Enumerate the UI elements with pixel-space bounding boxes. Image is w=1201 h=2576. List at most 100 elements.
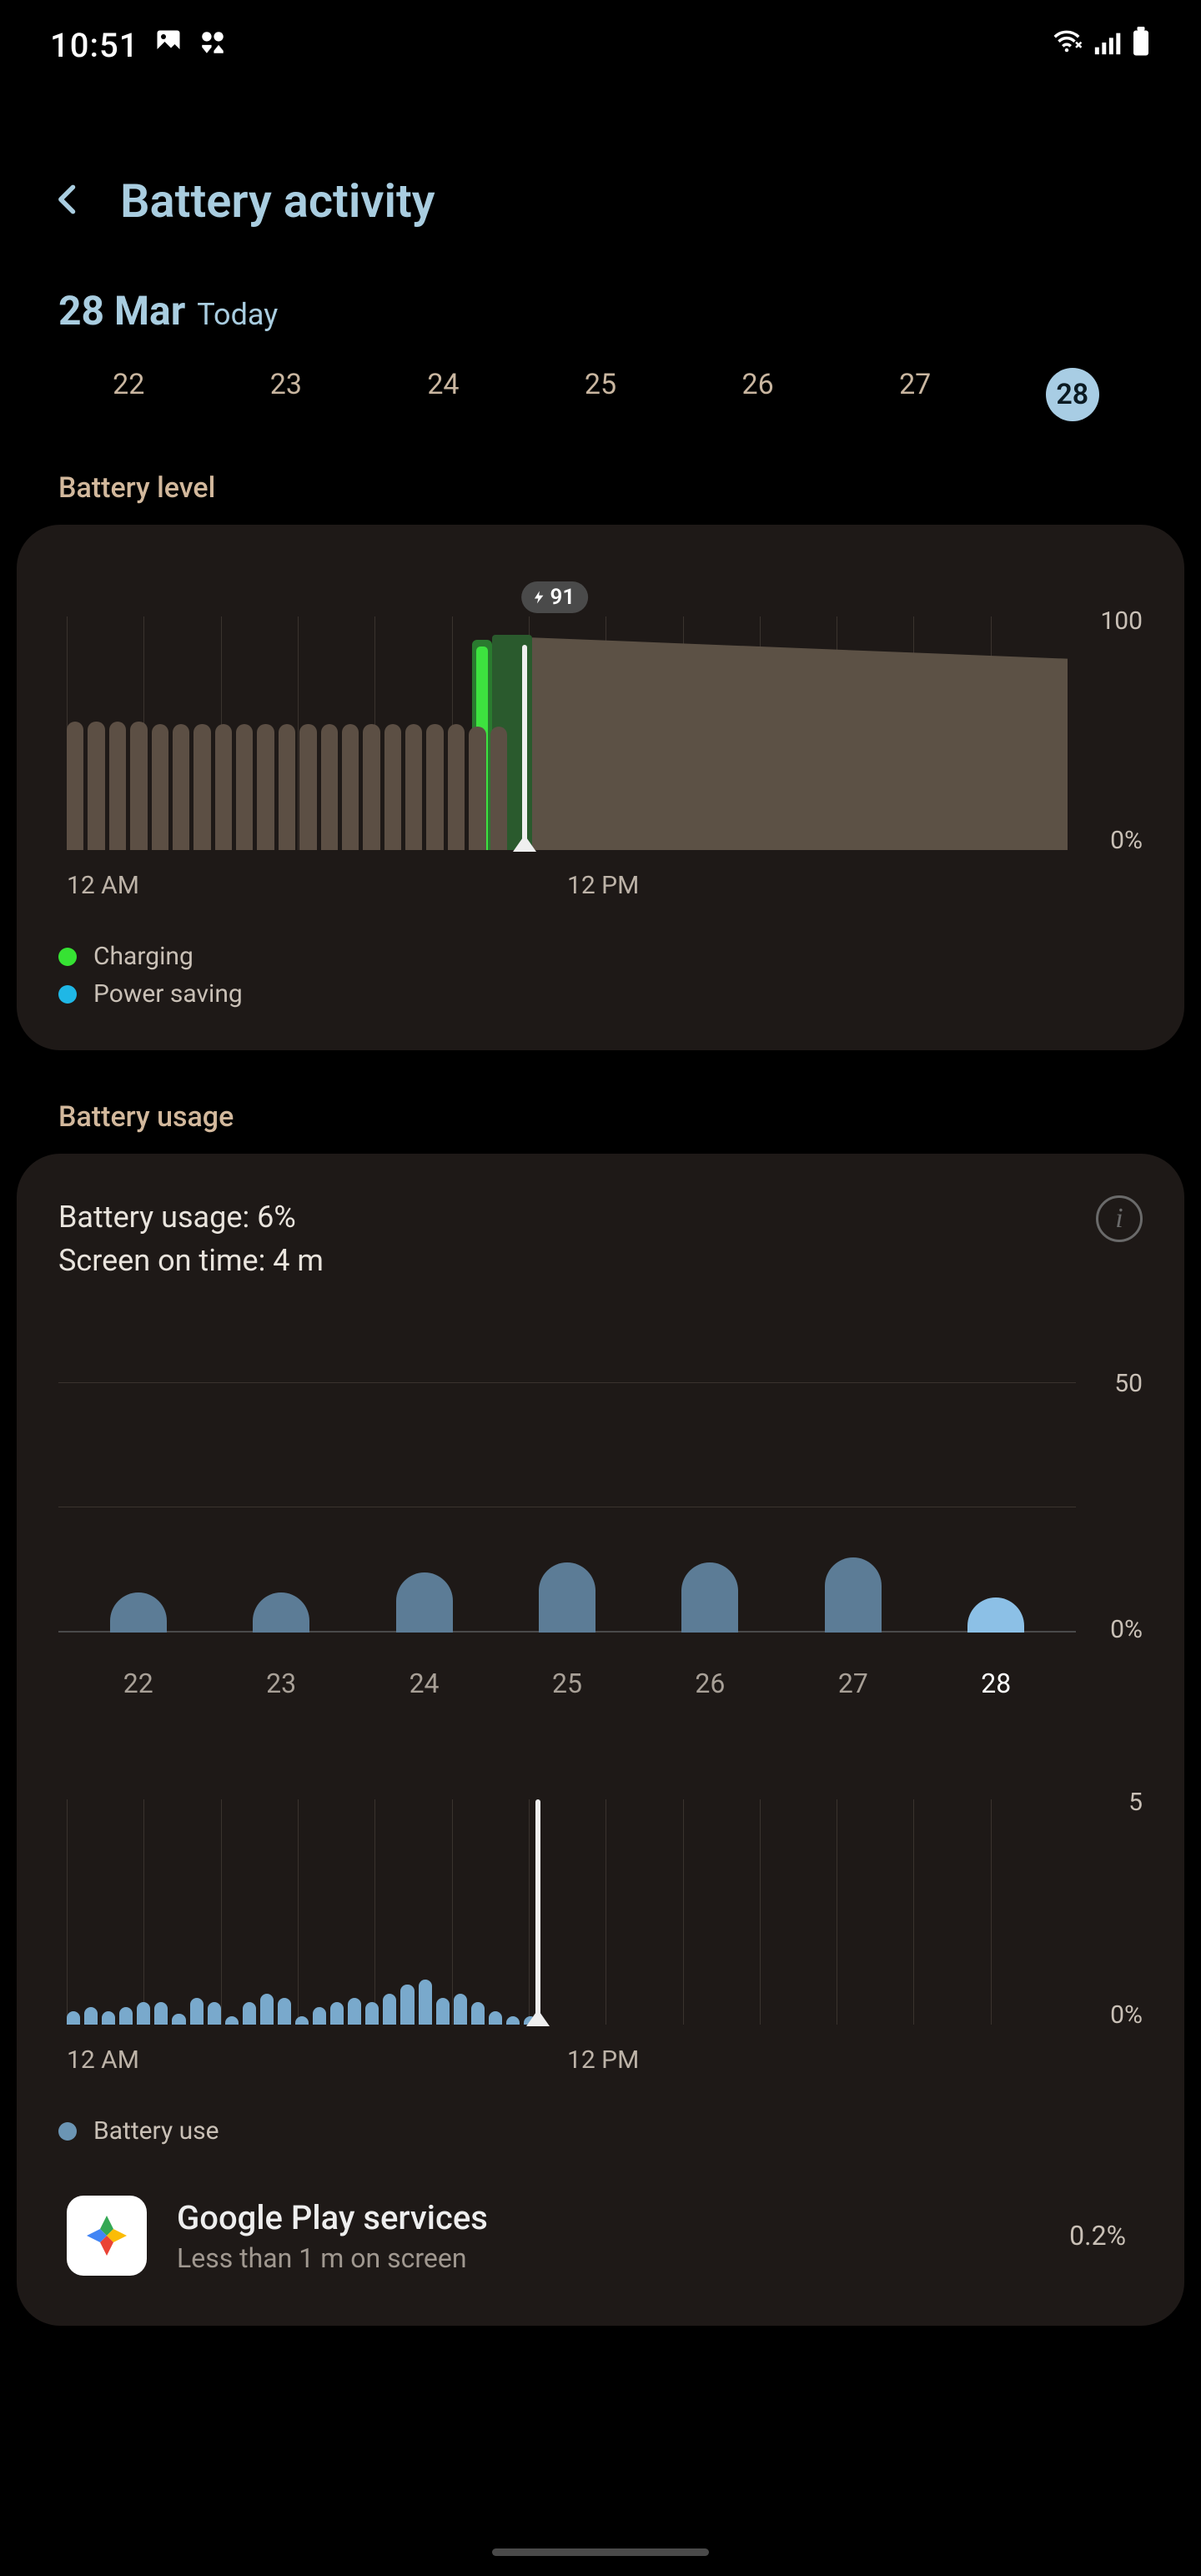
history-bar: [173, 724, 189, 850]
battery-usage-pct: Battery usage: 6%: [58, 1195, 324, 1239]
history-bar: [88, 722, 104, 850]
hour-bar: [489, 2011, 502, 2025]
app-name: Google Play services: [177, 2198, 1039, 2237]
nav-gesture-hint: [492, 2548, 709, 2556]
battery-icon: [1131, 26, 1151, 65]
history-bar: [321, 724, 338, 850]
history-bar: [405, 724, 422, 850]
app-icon-play-services: [67, 2196, 147, 2276]
week-ylabel-50: 50: [1114, 1369, 1143, 1398]
hour-bar: [137, 2002, 150, 2025]
week-bar-23[interactable]: [209, 1557, 352, 1633]
history-bar: [384, 724, 401, 850]
legend-label-battery-use: Battery use: [93, 2116, 219, 2146]
x-axis-labels: 12 AM 12 PM: [67, 871, 1068, 900]
status-bar: 10:51: [0, 0, 1201, 73]
ylabel-0: 0%: [1110, 826, 1143, 855]
week-bar-24[interactable]: [353, 1557, 495, 1633]
week-bar-28[interactable]: [925, 1557, 1068, 1633]
hour-bar: [119, 2007, 133, 2025]
battery-level-card: 100 0% 91 12 AM 12 PM Charging: [17, 525, 1184, 1050]
hour-bar: [225, 2016, 239, 2025]
signal-icon: [1093, 26, 1121, 65]
app-usage-pct: 0.2%: [1069, 2220, 1126, 2251]
hour-bar: [313, 2007, 326, 2025]
section-title-battery-usage: Battery usage: [0, 1100, 1201, 1154]
xlabel-12am: 12 AM: [67, 871, 567, 900]
history-bar: [363, 724, 379, 850]
status-time: 10:51: [50, 26, 138, 65]
day-pill-28[interactable]: 28: [993, 368, 1151, 421]
week-bar-25[interactable]: [495, 1557, 638, 1633]
legend-dot-charging: [58, 948, 77, 966]
day-pill-26[interactable]: 26: [679, 368, 837, 421]
hour-bar: [172, 2014, 185, 2025]
date-main: 28 Mar: [58, 287, 185, 335]
hour-bar: [348, 1998, 361, 2025]
hour-bar: [471, 2002, 485, 2025]
hour-bar: [506, 2016, 520, 2025]
weekly-usage-chart: 50 0% 22232425262728: [58, 1382, 1143, 1699]
history-bar: [67, 722, 83, 850]
hour-bar: [436, 1998, 450, 2025]
history-bar: [448, 724, 465, 850]
projected-area: [532, 637, 1068, 850]
battery-level-chart: 100 0% 91 12 AM 12 PM: [58, 591, 1143, 900]
hour-xlabel-12pm: 12 PM: [567, 2045, 1068, 2075]
hour-bar: [365, 2002, 379, 2025]
week-label-24: 24: [353, 1668, 495, 1699]
history-bar: [342, 724, 359, 850]
history-bar: [469, 727, 485, 850]
hour-bar: [260, 1994, 274, 2025]
hour-bar: [419, 1980, 432, 2025]
back-button[interactable]: [50, 181, 87, 221]
week-ylabel-0: 0%: [1110, 1615, 1143, 1644]
history-bar: [279, 724, 295, 850]
history-bar: [109, 722, 126, 850]
hour-now-marker: [535, 1799, 540, 2025]
week-label-22: 22: [67, 1668, 209, 1699]
page-title: Battery activity: [120, 174, 435, 229]
hour-ylabel-5: 5: [1128, 1788, 1143, 1817]
history-bar: [236, 724, 253, 850]
hour-bar: [154, 2002, 168, 2025]
week-bar-22[interactable]: [67, 1557, 209, 1633]
date-heading: 28 Mar Today: [0, 287, 1201, 368]
history-bars: [67, 616, 507, 850]
day-pill-23[interactable]: 23: [208, 368, 365, 421]
day-pill-25[interactable]: 25: [522, 368, 680, 421]
photos-icon: [153, 26, 183, 65]
week-bar-27[interactable]: [781, 1557, 924, 1633]
date-sub: Today: [197, 297, 278, 332]
hour-bar: [383, 1994, 396, 2025]
hour-bar: [295, 2016, 309, 2025]
legend: Charging Power saving: [58, 942, 1143, 1009]
week-bar-26[interactable]: [639, 1557, 781, 1633]
day-selector: 22232425262728: [0, 368, 1201, 471]
hour-ylabel-0: 0%: [1110, 2000, 1143, 2030]
header: Battery activity: [0, 73, 1201, 287]
day-pill-27[interactable]: 27: [837, 368, 994, 421]
hour-xlabel-12am: 12 AM: [67, 2045, 567, 2075]
week-label-26: 26: [639, 1668, 781, 1699]
hourly-usage-chart: 5 0% 12 AM 12 PM: [58, 1766, 1143, 2075]
legend-label-charging: Charging: [93, 942, 193, 971]
week-label-23: 23: [209, 1668, 352, 1699]
day-pill-22[interactable]: 22: [50, 368, 208, 421]
ylabel-100: 100: [1100, 606, 1143, 636]
week-label-27: 27: [781, 1668, 924, 1699]
day-pill-24[interactable]: 24: [364, 368, 522, 421]
wifi-icon: [1051, 25, 1083, 65]
marker-value: 91: [550, 585, 575, 610]
history-bar: [215, 724, 232, 850]
history-bar: [152, 724, 168, 850]
legend-dot-battery-use: [58, 2122, 77, 2141]
history-bar: [426, 724, 443, 850]
legend-battery-use: Battery use: [58, 2116, 1143, 2146]
hour-bar: [330, 2002, 344, 2025]
hour-bar: [400, 1985, 414, 2025]
app-usage-row[interactable]: Google Play services Less than 1 m on sc…: [58, 2146, 1143, 2284]
now-marker: [522, 645, 527, 850]
info-button[interactable]: i: [1096, 1195, 1143, 1242]
hour-bar: [243, 2002, 256, 2025]
